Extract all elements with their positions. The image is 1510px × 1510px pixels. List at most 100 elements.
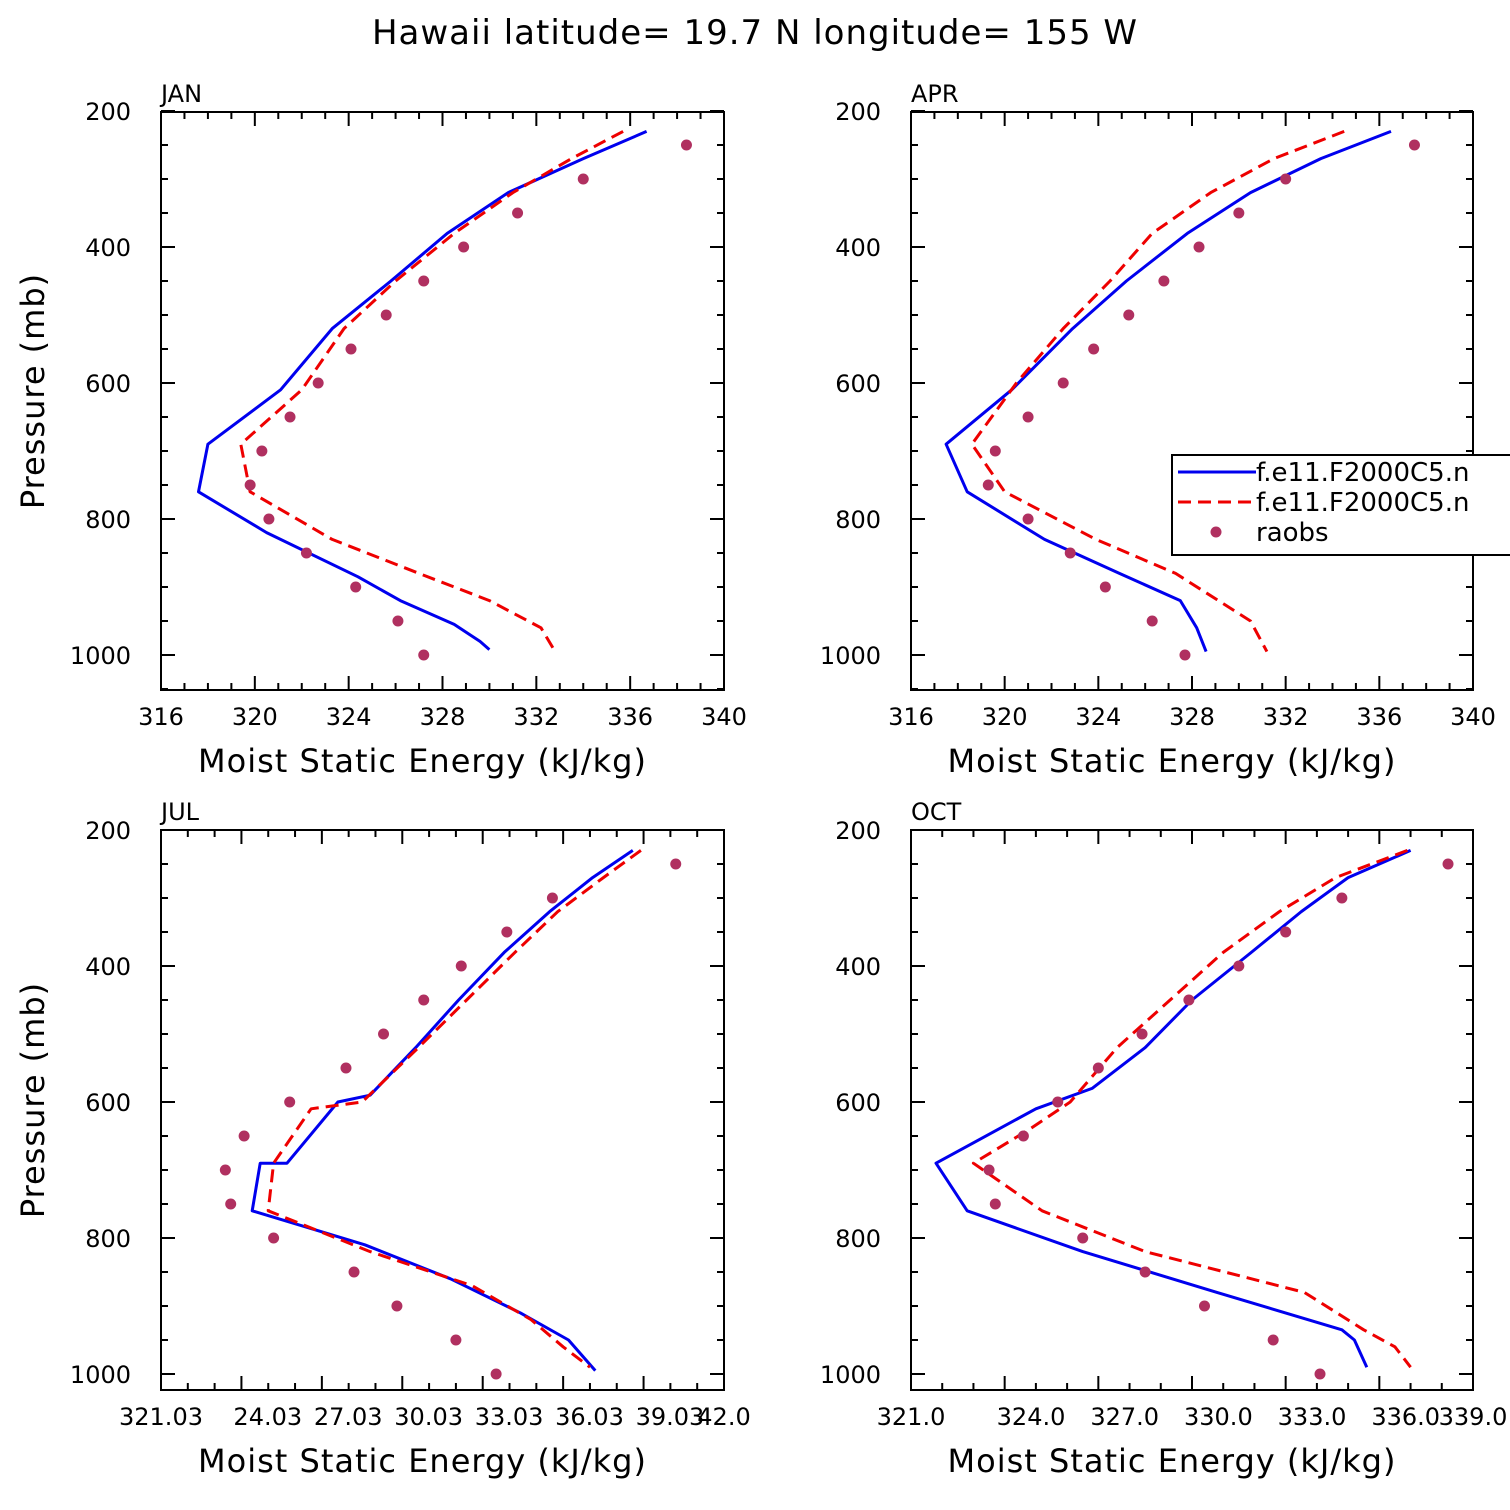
y-tick-label: 600	[835, 370, 881, 398]
raobs-point	[225, 1198, 237, 1210]
raobs-point	[1088, 343, 1100, 355]
raobs-point	[1442, 858, 1454, 870]
raobs-point	[450, 1334, 462, 1346]
plot-frame	[160, 829, 725, 1391]
raobs-point	[1280, 926, 1292, 938]
x-tick-label: 336	[1356, 703, 1402, 731]
raobs-point	[348, 1266, 360, 1278]
y-tick-label: 400	[85, 234, 131, 262]
raobs-point	[219, 1164, 231, 1176]
x-tick-label: 42.0	[697, 1403, 750, 1431]
raobs-point	[1136, 1028, 1148, 1040]
plot-frame	[910, 829, 1474, 1391]
plot-frame	[160, 111, 725, 691]
raobs-point	[350, 581, 362, 593]
raobs-point	[670, 858, 682, 870]
raobs-point	[1123, 309, 1135, 321]
legend-label: f.e11.F2000C5.n	[1256, 458, 1469, 488]
model1-line	[197, 130, 648, 651]
raobs-point	[1336, 892, 1348, 904]
legend-box	[1171, 454, 1510, 556]
y-tick-label: 200	[835, 98, 881, 126]
raobs-point	[1022, 513, 1034, 525]
raobs-point	[512, 207, 524, 219]
model1-line	[934, 849, 1412, 1368]
raobs-point	[300, 547, 312, 559]
x-tick-label: 316	[888, 703, 934, 731]
raobs-point	[345, 343, 357, 355]
x-tick-label: 30.03	[394, 1403, 463, 1431]
raobs-point	[989, 445, 1001, 457]
raobs-point	[1022, 411, 1034, 423]
raobs-point	[546, 892, 558, 904]
raobs-point	[284, 1096, 296, 1108]
x-axis-label: Moist Static Energy (kJ/kg)	[948, 742, 1397, 780]
model1-line	[944, 130, 1392, 653]
raobs-point	[1233, 207, 1245, 219]
x-tick-label: 33.03	[475, 1403, 544, 1431]
raobs-point	[312, 377, 324, 389]
x-tick-label: 336	[607, 703, 653, 731]
y-tick-label: 200	[835, 817, 881, 845]
x-tick-label: 332	[513, 703, 559, 731]
raobs-point	[1077, 1232, 1089, 1244]
raobs-point	[982, 479, 994, 491]
model1-line	[250, 849, 634, 1372]
x-tick-label: 36.03	[555, 1403, 624, 1431]
x-axis-label: Moist Static Energy (kJ/kg)	[948, 1442, 1397, 1480]
y-tick-label: 600	[85, 370, 131, 398]
figure-title: Hawaii latitude= 19.7 N longitude= 155 W	[372, 13, 1138, 53]
y-tick-label: 400	[835, 953, 881, 981]
raobs-point	[1064, 547, 1076, 559]
raobs-point	[1017, 1130, 1029, 1142]
x-tick-label: 324	[326, 703, 372, 731]
raobs-point	[1193, 241, 1205, 253]
raobs-point	[418, 649, 430, 661]
y-tick-label: 800	[835, 506, 881, 534]
raobs-point	[1139, 1266, 1151, 1278]
x-tick-label: 320	[982, 703, 1028, 731]
raobs-point	[1052, 1096, 1064, 1108]
y-tick-label: 200	[85, 98, 131, 126]
raobs-point	[1158, 275, 1170, 287]
x-tick-label: 321.0	[877, 1403, 946, 1431]
model2-line	[239, 130, 624, 653]
y-tick-label: 400	[85, 953, 131, 981]
model2-line	[971, 848, 1412, 1369]
model2-line	[970, 130, 1345, 653]
x-tick-label: 316	[138, 703, 184, 731]
panel-jan: JAN 200 400 600 800 1000 316 320 324 328 332 336 340…	[14, 80, 747, 780]
y-tick-label: 200	[85, 817, 131, 845]
legend-label: raobs	[1256, 518, 1329, 548]
raobs-point	[244, 479, 256, 491]
y-tick-label: 800	[85, 506, 131, 534]
raobs-point	[418, 994, 430, 1006]
panel-apr: APR 200 400 600 800 1000 316 320 324 328 332 336 340…	[820, 80, 1496, 780]
panels: JAN 200 400 600 800 1000 316 320 324 328 332 336 340…	[14, 80, 1507, 1480]
x-tick-label: 327.0	[1090, 1403, 1159, 1431]
series-group	[934, 848, 1454, 1380]
raobs-point	[1183, 994, 1195, 1006]
raobs-point	[268, 1232, 280, 1244]
x-tick-label: 333.0	[1278, 1403, 1347, 1431]
x-tick-label: 340	[701, 703, 747, 731]
x-tick-label: 324.0	[997, 1403, 1066, 1431]
x-tick-label: 332	[1263, 703, 1309, 731]
x-tick-label: 324	[1075, 703, 1121, 731]
raobs-point	[989, 1198, 1001, 1210]
y-axis-label: Pressure (mb)	[14, 982, 52, 1218]
x-axis-label: Moist Static Energy (kJ/kg)	[198, 742, 647, 780]
y-tick-label: 600	[85, 1089, 131, 1117]
x-tick-label: 24.03	[233, 1403, 302, 1431]
raobs-point	[1057, 377, 1069, 389]
raobs-point	[284, 411, 296, 423]
raobs-point	[1267, 1334, 1279, 1346]
panel-jul: JUL 200 400 600 800 1000 321.03 24.03 27.03 30.03…	[14, 798, 751, 1480]
legend-marker-dot	[1210, 526, 1222, 538]
series-group	[219, 849, 682, 1380]
panel-label: JAN	[159, 80, 202, 108]
raobs-point	[458, 241, 470, 253]
series-group	[944, 130, 1420, 661]
raobs-point	[983, 1164, 995, 1176]
